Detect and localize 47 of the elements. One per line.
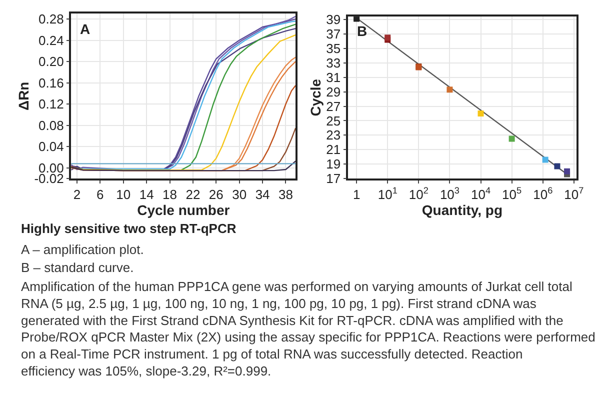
y-tick-label: 0.04 [38, 139, 64, 154]
y-tick-label: 39 [326, 12, 341, 28]
x-tick-label: 34 [255, 186, 270, 202]
x-tick-label: 2 [73, 186, 81, 202]
x-tick-label: 10$^{2}$ [408, 185, 428, 202]
y-tick-label: 33 [326, 55, 341, 70]
x-tick-label: 6 [96, 186, 104, 202]
x-tick-label: 14 [139, 186, 154, 202]
y-tick-label: 0.20 [38, 54, 64, 70]
y-tick-label: 0.28 [38, 12, 64, 27]
y-tick-label: 25 [326, 113, 341, 128]
x-tick-label: 10$^{5}$ [502, 185, 522, 202]
y-tick-label: 0.08 [38, 118, 64, 133]
x-tick-label: 10 [116, 186, 131, 202]
y-tick-label: 23 [326, 128, 341, 143]
text: Amplification of the human PPP1CA gene was performed on varying amounts of Jurkat cell total RNA (5 µg, 2.5 µg, 1 µg, 100 ng, 10 ng, 1 ng, 100 pg, 10 pg, 1 pg). First strand cDNA was generated with the First Strand cDNA Synthesis Kit for RT-qPCR. cDNA was amplified with the Probe/ROX qPCR Master Mix (2X) using the assay specific for PPP1CA. Reactions were performed on a Real-Time PCR instrument. 1 pg of total RNA was successfully detected. Reaction efficiency was 105%, slope-3.29, R²=0.999. [21, 279, 596, 378]
x-tick-label: 22 [186, 186, 200, 202]
y-axis-title: ΔRn [15, 82, 32, 110]
y-tick-label: 17 [326, 171, 341, 186]
y-tick-label: 0.12 [38, 96, 64, 112]
x-axis-title: Quantity, pg [422, 202, 502, 218]
y-tick-label: 0.16 [38, 75, 64, 90]
x-tick-label: 1 [352, 186, 360, 202]
annotation: A [80, 21, 90, 37]
y-tick-label: 35 [326, 40, 341, 56]
y-tick-label: 0.24 [38, 32, 64, 48]
y-axis-title: Cycle [307, 78, 324, 116]
x-axis-title: Cycle number [137, 202, 230, 218]
x-tick-label: 10$^{3}$ [440, 185, 460, 202]
y-tick-label: 19 [326, 156, 341, 172]
x-tick-label: 10$^{1}$ [378, 185, 398, 202]
x-tick-label: 10$^{4}$ [470, 185, 491, 202]
text: Highly sensitive two step RT-qPCR [21, 221, 237, 236]
x-tick-label: 10$^{7}$ [564, 185, 584, 202]
x-tick-label: 30 [232, 186, 247, 202]
annotation: B [357, 23, 368, 39]
y-tick-label: 29 [326, 84, 341, 100]
text: A – amplification plot. [21, 242, 144, 257]
y-tick-label: 37 [326, 26, 341, 42]
x-tick-label: 18 [162, 186, 177, 202]
x-tick-label: 10$^{6}$ [533, 185, 553, 202]
y-tick-label: 27 [326, 98, 341, 114]
y-tick-label: 21 [326, 142, 341, 158]
x-tick-label: 38 [278, 186, 293, 202]
y-tick-label: 31 [326, 70, 341, 85]
x-tick-label: 26 [208, 186, 224, 202]
text: B – standard curve. [21, 260, 134, 275]
